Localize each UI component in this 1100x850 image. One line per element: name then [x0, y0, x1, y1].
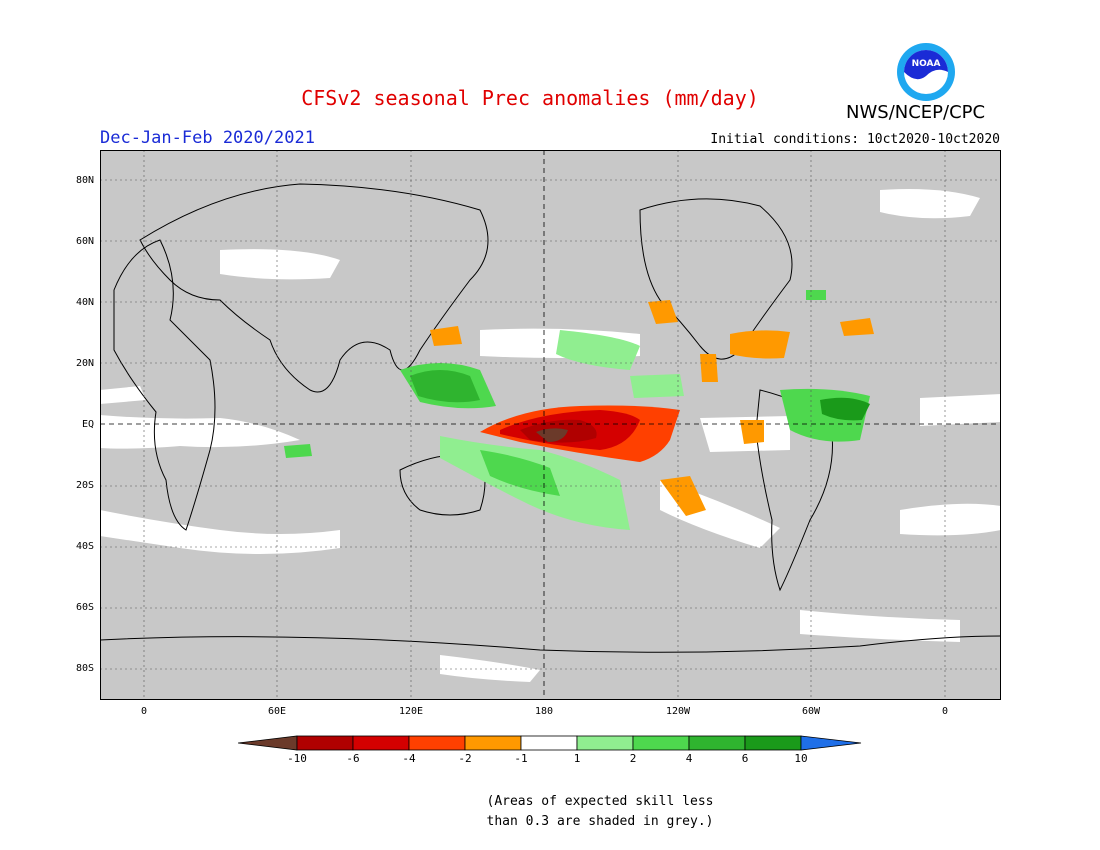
initial-conditions-label: Initial conditions: 10ct2020-10ct2020: [710, 132, 1000, 147]
colorbar-cell: [520, 735, 578, 751]
lat-label: 40S: [75, 541, 94, 552]
lat-label: 80S: [75, 663, 94, 674]
logo-text: NOAA: [912, 59, 941, 69]
lat-label: 80N: [75, 175, 94, 186]
colorbar-cell: [408, 735, 466, 751]
colorbar-label: -4: [402, 752, 416, 765]
season-label: Dec-Jan-Feb 2020/2021: [100, 128, 315, 148]
lon-label: 60W: [801, 706, 821, 717]
map-panel: [100, 150, 1001, 700]
negative-anomalies: [430, 300, 874, 516]
skill-note-line: than 0.3 are shaded in grey.): [486, 814, 714, 829]
map-frame: [100, 150, 1001, 700]
positive-anomalies: [284, 290, 870, 530]
colorbar-cell: [632, 735, 690, 751]
lat-label: 40N: [75, 297, 94, 308]
colorbar-cell-below: [238, 735, 298, 751]
colorbar-label: 10: [794, 752, 808, 765]
lat-label: 20S: [75, 480, 94, 491]
colorbar-cell: [744, 735, 802, 751]
lon-label: 120W: [665, 706, 691, 717]
lon-label: 120E: [398, 706, 424, 717]
colorbar-label: -2: [458, 752, 472, 765]
colorbar-cell: [352, 735, 410, 751]
map-title: CFSv2 seasonal Prec anomalies (mm/day): [301, 86, 759, 110]
colorbar-cell: [296, 735, 354, 751]
lon-label: 180: [534, 706, 554, 717]
skill-note-line: (Areas of expected skill less: [486, 794, 714, 809]
colorbar: [238, 735, 862, 751]
lat-label: EQ: [81, 419, 94, 430]
colorbar-label: -1: [514, 752, 528, 765]
skill-note: (Areas of expected skill less than 0.3 a…: [470, 792, 730, 832]
colorbar-cell: [464, 735, 522, 751]
lon-label: 0: [140, 706, 148, 717]
noaa-logo: NOAA: [897, 43, 955, 101]
equator-dateline: [100, 150, 1001, 700]
anomaly-map: [100, 150, 1001, 700]
lat-label: 20N: [75, 358, 94, 369]
near-zero-areas: [100, 189, 1001, 682]
colorbar-label: 2: [629, 752, 637, 765]
colorbar-label: 6: [741, 752, 749, 765]
colorbar-label: -10: [287, 752, 307, 765]
lon-label: 60E: [267, 706, 287, 717]
colorbar-cell-above: [800, 735, 862, 751]
colorbar-label: 4: [685, 752, 693, 765]
colorbar-label: -6: [346, 752, 360, 765]
lon-label: 0: [941, 706, 949, 717]
lat-label: 60S: [75, 602, 94, 613]
lat-label: 60N: [75, 236, 94, 247]
agency-label: NWS/NCEP/CPC: [846, 102, 986, 123]
colorbar-cell: [688, 735, 746, 751]
colorbar-label: 1: [573, 752, 581, 765]
colorbar-cell: [576, 735, 634, 751]
graticule: [100, 150, 1001, 700]
